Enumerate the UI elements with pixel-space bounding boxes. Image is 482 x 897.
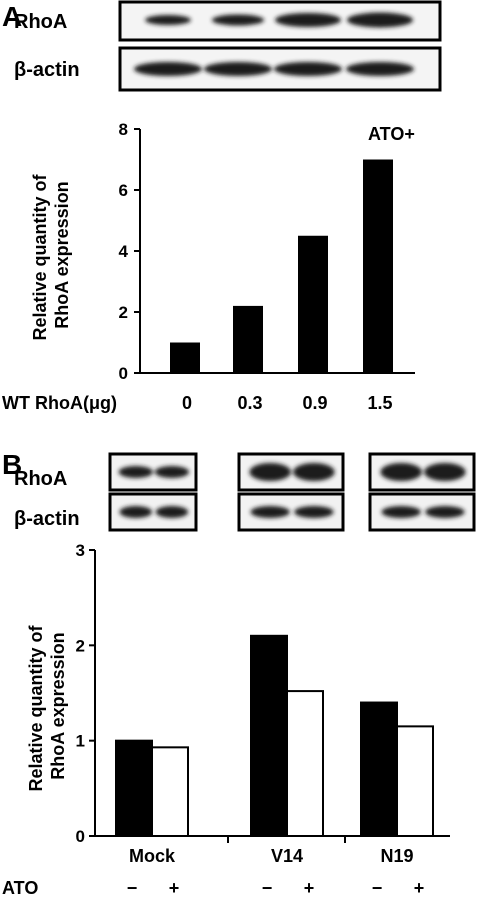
panel-b-actin-band — [119, 506, 153, 518]
panel-b-ato-symbol: − — [127, 878, 138, 897]
panel-b-bar — [360, 701, 398, 837]
panel-a-actin-band — [346, 62, 414, 76]
panel-a-bar — [363, 159, 393, 373]
panel-a-y-tick-label: 6 — [119, 181, 128, 200]
panel-b-bar — [115, 739, 153, 838]
panel-b-y-tick-label: 3 — [76, 541, 85, 560]
panel-b-bar — [396, 725, 434, 837]
panel-b-blot-label-rhoa: RhoA — [14, 468, 67, 490]
panel-b-y-tick-label: 2 — [76, 636, 85, 655]
panel-a-bar — [233, 305, 263, 373]
panel-a-bars — [170, 159, 393, 373]
panel-a-blot-label-actin: β-actin — [14, 59, 80, 81]
panel-a-y-tick-label: 0 — [119, 364, 128, 383]
panel-a-ylabel-line-1: Relative quantity of — [30, 173, 50, 340]
panel-b-y-tick-label: 0 — [76, 827, 85, 846]
panel-b-x-tick-label: Mock — [129, 846, 176, 866]
panel-a-annotation: ATO+ — [368, 124, 415, 144]
panel-b-ato-symbol: + — [414, 878, 425, 897]
panel-b-y-tick-label: 1 — [76, 732, 85, 751]
panel-a-actin-band — [274, 62, 342, 76]
panel-b-ylabel-line-2: RhoA expression — [48, 632, 68, 779]
panel-b: B RhoA β-actin Relative quantity of RhoA… — [2, 449, 476, 897]
panel-b-x-tick-labels: Mock V14 N19 — [129, 846, 414, 866]
panel-a-actin-band — [204, 62, 272, 76]
panel-a-y-tick-label: 2 — [119, 303, 128, 322]
panel-a: A RhoA β-actin ATO+ Relative quantity of… — [2, 0, 442, 413]
panel-b-x-tick-label: V14 — [271, 846, 303, 866]
panel-b-rhoa-band — [380, 463, 423, 481]
panel-b-ato-symbol: − — [262, 878, 273, 897]
panel-b-ato-symbol: + — [304, 878, 315, 897]
panel-a-bar — [298, 235, 328, 373]
panel-a-x-tick-label: 0.9 — [302, 393, 327, 413]
panel-b-ato-row: − + − + − + — [127, 878, 425, 897]
panel-b-ato-label: ATO — [2, 878, 38, 897]
panel-a-ylabel: Relative quantity of RhoA expression — [30, 169, 72, 340]
panel-b-letter: B — [2, 449, 22, 480]
panel-a-letter: A — [2, 1, 22, 32]
panel-a-rhoa-band — [275, 13, 341, 27]
panel-b-bar — [250, 634, 288, 837]
panel-a-actin-band — [134, 62, 202, 76]
panel-a-x-tick-labels: 0 0.3 0.9 1.5 — [182, 393, 393, 413]
panel-b-bars — [115, 634, 434, 838]
panel-b-rhoa-band — [154, 466, 190, 478]
panel-b-actin-band — [294, 506, 334, 518]
panel-a-y-tick-label: 4 — [119, 242, 129, 261]
panel-a-bar — [170, 342, 200, 373]
panel-b-actin-band — [425, 506, 465, 518]
panel-b-actin-band — [155, 506, 189, 518]
panel-b-ato-symbol: + — [169, 878, 180, 897]
panel-b-rhoa-band — [424, 463, 466, 481]
panel-b-actin-band — [381, 506, 421, 518]
panel-b-actin-band — [250, 506, 290, 518]
panel-b-ylabel-line-1: Relative quantity of — [26, 624, 46, 791]
panel-b-rhoa-band — [118, 466, 153, 478]
panel-b-rhoa-band — [293, 463, 335, 481]
panel-b-ato-symbol: − — [372, 878, 383, 897]
panel-a-blot-label-rhoa: RhoA — [14, 11, 67, 33]
panel-b-x-tick-label: N19 — [380, 846, 413, 866]
panel-b-ylabel: Relative quantity of RhoA expression — [26, 620, 68, 791]
panel-a-rhoa-band — [145, 15, 191, 25]
panel-b-bar — [151, 746, 189, 838]
panel-a-ylabel-line-2: RhoA expression — [52, 181, 72, 328]
panel-a-x-tick-label: 0 — [182, 393, 192, 413]
panel-a-x-tick-label: 0.3 — [237, 393, 262, 413]
panel-a-rhoa-band — [212, 14, 264, 26]
panel-b-blot-label-actin: β-actin — [14, 508, 80, 530]
panel-a-x-tick-label: 1.5 — [367, 393, 392, 413]
panel-b-bar — [286, 690, 324, 837]
panel-a-xlabel: WT RhoA(μg) — [2, 393, 117, 413]
panel-a-y-tick-label: 8 — [119, 120, 128, 139]
panel-a-rhoa-band — [347, 12, 413, 28]
panel-b-rhoa-band — [249, 463, 291, 481]
